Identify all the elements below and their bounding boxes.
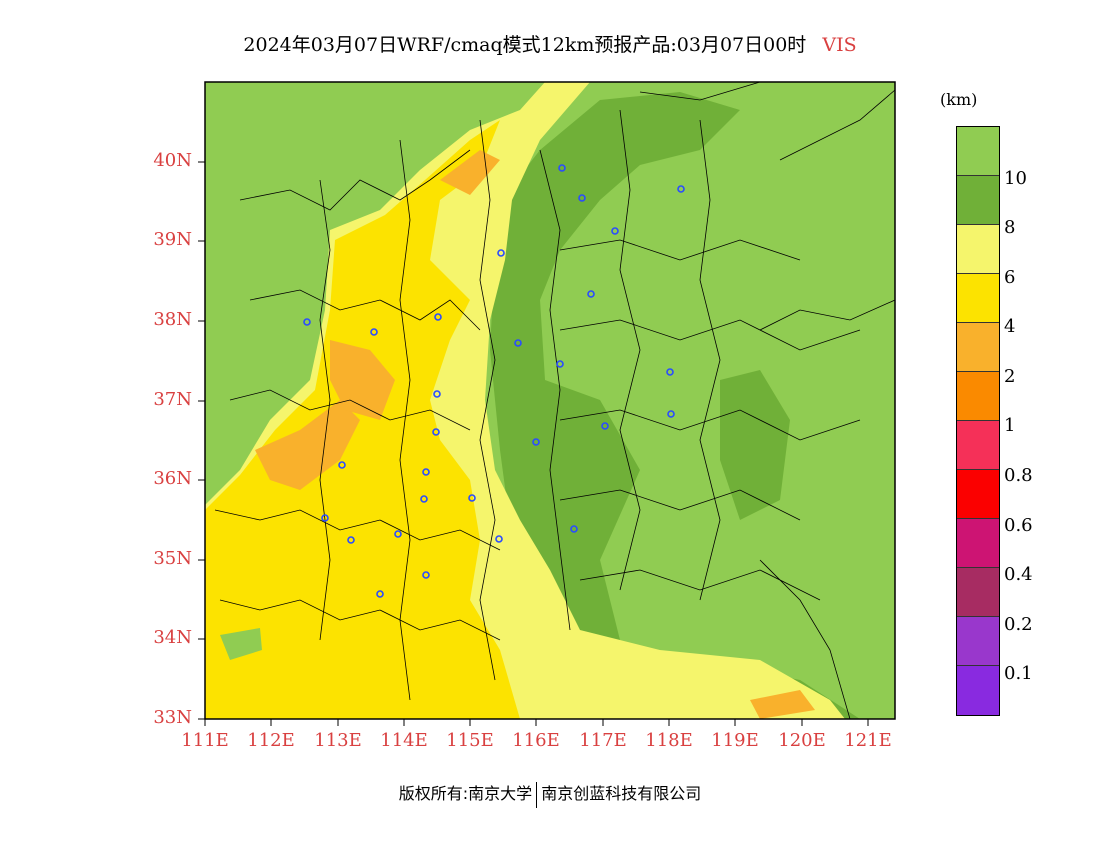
legend-swatch-5	[957, 372, 999, 421]
legend-swatch-1	[957, 176, 999, 225]
legend-label-0-6: 0.6	[1004, 515, 1033, 536]
lat-label-40n: 40N	[153, 150, 192, 171]
lon-label-119e: 119E	[711, 730, 759, 751]
legend-unit: (km)	[940, 90, 978, 109]
legend-swatch-8	[957, 519, 999, 568]
legend-label-4: 4	[1004, 316, 1016, 337]
field-vis-8-10-east	[720, 370, 790, 520]
legend-label-0-4: 0.4	[1004, 564, 1033, 585]
legend-label-0-8: 0.8	[1004, 465, 1033, 486]
legend-label-1: 1	[1004, 415, 1016, 436]
legend-swatch-0	[957, 127, 999, 176]
lat-label-37n: 37N	[153, 389, 192, 410]
lon-label-120e: 120E	[778, 730, 826, 751]
city-markers	[303, 164, 685, 598]
lat-label-35n: 35N	[153, 548, 192, 569]
title-text: 2024年03月07日WRF/cmaq模式12km预报产品:03月07日00时	[243, 34, 807, 56]
field-vis-2-4-b	[330, 340, 395, 420]
lat-label-33n: 33N	[153, 707, 192, 728]
legend-swatch-7	[957, 470, 999, 519]
lon-label-115e: 115E	[446, 730, 494, 751]
legend-swatch-11	[957, 666, 999, 715]
legend-swatch-2	[957, 225, 999, 274]
map-fields	[205, 82, 895, 719]
lat-label-39n: 39N	[153, 229, 192, 250]
map-title: 2024年03月07日WRF/cmaq模式12km预报产品:03月07日00时 …	[0, 30, 1100, 57]
lon-label-118e: 118E	[645, 730, 693, 751]
legend-swatch-10	[957, 617, 999, 666]
field-vis-8-10	[490, 92, 860, 719]
company-text: 南京创蓝科技有限公司	[541, 784, 702, 803]
color-legend	[956, 126, 1000, 716]
lon-label-112e: 112E	[247, 730, 295, 751]
legend-swatch-4	[957, 323, 999, 372]
lon-label-117e: 117E	[579, 730, 627, 751]
legend-swatch-9	[957, 568, 999, 617]
variable-label: VIS	[822, 34, 857, 56]
legend-label-6: 6	[1004, 267, 1016, 288]
lon-label-113e: 113E	[314, 730, 362, 751]
legend-label-2: 2	[1004, 366, 1016, 387]
lat-label-36n: 36N	[153, 468, 192, 489]
legend-label-0-1: 0.1	[1004, 663, 1033, 684]
lon-label-111e: 111E	[181, 730, 229, 751]
field-vis-2-4-a	[255, 400, 360, 490]
legend-swatch-3	[957, 274, 999, 323]
lon-label-114e: 114E	[380, 730, 428, 751]
lon-label-121e: 121E	[844, 730, 892, 751]
boundaries	[214, 82, 895, 719]
lat-label-38n: 38N	[153, 309, 192, 330]
axis-ticks	[198, 161, 869, 726]
field-vis-2-4-d	[750, 690, 815, 719]
copyright-text: 版权所有:南京大学	[398, 784, 533, 803]
legend-swatch-6	[957, 421, 999, 470]
footer-separator	[536, 781, 538, 808]
field-vis-gt10-west	[205, 82, 345, 450]
legend-label-10: 10	[1004, 168, 1027, 189]
legend-label-0-2: 0.2	[1004, 614, 1033, 635]
lon-label-116e: 116E	[512, 730, 560, 751]
footer: 版权所有:南京大学 南京创蓝科技有限公司	[0, 780, 1100, 808]
field-vis-gt10-patch	[220, 628, 262, 660]
lat-label-34n: 34N	[153, 627, 192, 648]
legend-label-8: 8	[1004, 217, 1016, 238]
field-vis-4-6	[205, 120, 520, 719]
